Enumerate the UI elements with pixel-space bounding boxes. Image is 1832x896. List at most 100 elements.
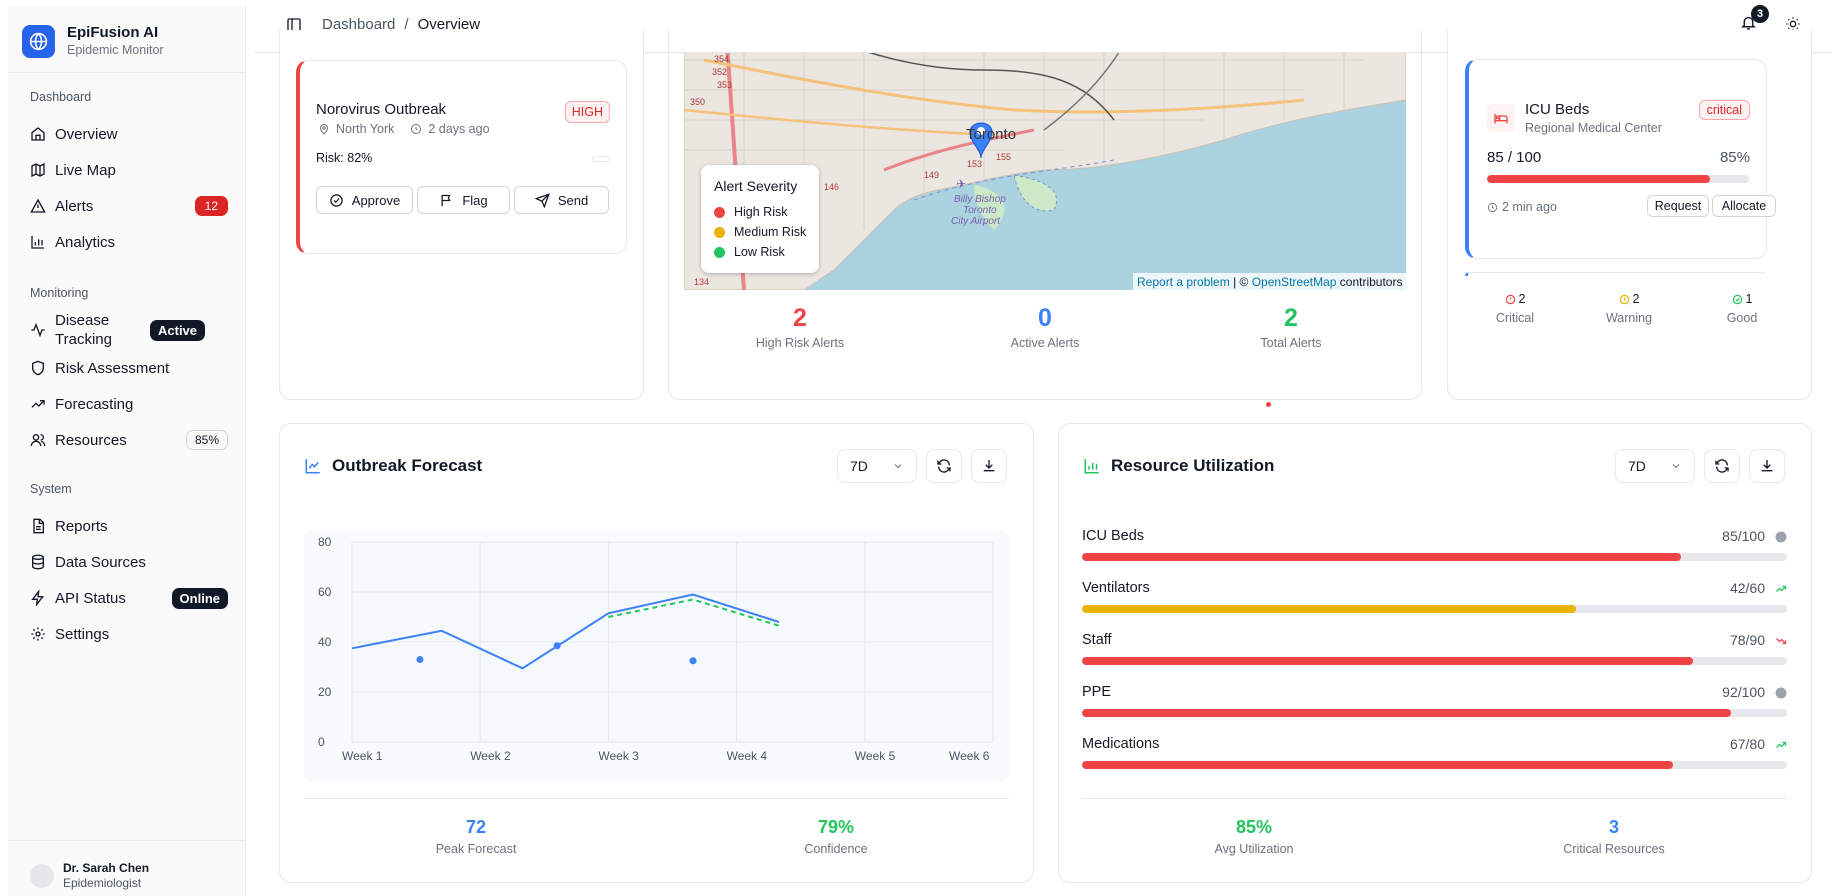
forecast-header: Outbreak Forecast (304, 456, 482, 476)
sidebar-item-label: Data Sources (55, 553, 146, 571)
resource-card[interactable]: ICU Beds Regional Medical Center critica… (1465, 59, 1776, 259)
allocate-button[interactable]: Allocate (1712, 195, 1776, 217)
alert-card[interactable]: Norovirus Outbreak HIGH North York 2 day… (296, 60, 627, 254)
bar-chart-icon (1084, 459, 1099, 474)
confidence-stat: 79% Confidence (804, 817, 868, 856)
shield-icon (32, 360, 44, 376)
legend-title: Alert Severity (714, 178, 798, 194)
gear-icon (31, 627, 45, 641)
map-road-label: 134 (694, 277, 709, 287)
sidebar-item-label: Reports (55, 517, 108, 535)
sidebar-item-disease-tracking[interactable]: Disease Tracking Active (22, 310, 234, 350)
sidebar-item-label: Live Map (55, 161, 116, 179)
bed-icon (1487, 104, 1515, 132)
critical-resources-stat: 3 Critical Resources (1563, 817, 1665, 856)
forecast-refresh-button[interactable] (926, 449, 962, 483)
resource-progress-fill (1487, 175, 1710, 183)
home-icon (31, 127, 45, 141)
users-icon (30, 434, 46, 447)
map-road-label: 146 (824, 182, 839, 192)
forecast-download-button[interactable] (971, 449, 1007, 483)
refresh-icon (937, 459, 951, 473)
alert-title: Norovirus Outbreak (316, 101, 447, 118)
breadcrumb-root[interactable]: Dashboard (322, 16, 396, 33)
map-airport-label: Billy Bishop (954, 194, 1006, 205)
sidebar-item-label: Settings (55, 625, 110, 643)
alert-location: North York (336, 122, 395, 136)
sidebar-item-analytics[interactable]: Analytics (22, 225, 234, 259)
legend-dot (714, 226, 725, 238)
indicator-dot (1266, 402, 1271, 407)
brand-subtitle: Epidemic Monitor (67, 43, 164, 57)
sidebar-item-label: Alerts (55, 197, 94, 215)
sidebar-item-label: Risk Assessment (55, 359, 170, 377)
utilization-refresh-button[interactable] (1704, 449, 1740, 483)
resources-badge: 85% (185, 430, 228, 450)
map-legend: Alert Severity High Risk Medium Risk Low… (701, 165, 819, 273)
summary-critical: 2 Critical (1495, 292, 1535, 325)
divider (1082, 798, 1787, 799)
trend-flat-icon (1775, 531, 1787, 543)
utilization-download-button[interactable] (1749, 449, 1785, 483)
brand[interactable]: EpiFusion AI Epidemic Monitor (22, 24, 164, 58)
clock-icon (1487, 202, 1498, 212)
breadcrumb: Dashboard / Overview (322, 16, 480, 33)
sidebar-item-data-sources[interactable]: Data Sources (22, 545, 234, 579)
y-tick-label: 40 (318, 635, 332, 649)
user-profile[interactable]: Dr. Sarah Chen Epidemiologist (30, 861, 149, 891)
sun-icon[interactable] (1785, 16, 1801, 32)
sidebar-item-overview[interactable]: Overview (22, 117, 234, 151)
notifications-button[interactable]: 3 (1740, 5, 1769, 31)
sidebar-item-alerts[interactable]: Alerts 12 (22, 189, 234, 223)
utilization-range-select[interactable]: 7D (1615, 449, 1695, 483)
report-problem-link[interactable]: Report a problem (1137, 275, 1230, 289)
forecast-range-select[interactable]: 7D (837, 449, 917, 483)
stat-high-risk: 2 High Risk Alerts (755, 304, 845, 350)
peak-forecast-stat: 72 Peak Forecast (435, 817, 517, 856)
brand-name: EpiFusion AI (67, 24, 159, 41)
send-button[interactable]: Send (514, 186, 609, 214)
utilization-panel (1058, 423, 1812, 883)
sidebar-item-forecasting[interactable]: Forecasting (22, 387, 234, 421)
resource-count: 85 / 100 (1487, 149, 1542, 166)
utilization-title: Resource Utilization (1111, 456, 1275, 475)
sidebar-item-label: Resources (55, 431, 127, 449)
data-point (689, 657, 697, 665)
airplane-icon: ✈ (956, 177, 966, 191)
y-tick-label: 0 (318, 735, 325, 749)
sidebar-item-api-status[interactable]: API Status Online (22, 581, 234, 615)
map-airport-label: Toronto (963, 205, 997, 216)
chevron-down-icon (894, 464, 902, 469)
sidebar-item-reports[interactable]: Reports (22, 509, 234, 543)
refresh-icon (1715, 459, 1729, 473)
download-icon (1761, 460, 1773, 472)
sidebar-item-risk-assessment[interactable]: Risk Assessment (22, 351, 234, 385)
user-role: Epidemiologist (63, 876, 142, 890)
sidebar-item-live-map[interactable]: Live Map (22, 153, 234, 187)
resource-title: ICU Beds (1525, 101, 1590, 118)
sidebar-item-resources[interactable]: Resources 85% (22, 423, 234, 457)
user-name: Dr. Sarah Chen (63, 861, 150, 875)
legend-item: High Risk (714, 205, 788, 219)
map-panel (668, 30, 1422, 400)
legend-item: Medium Risk (714, 225, 806, 239)
resource-progress (1487, 175, 1749, 183)
divider (8, 72, 246, 73)
stat-active: 0 Active Alerts (1010, 304, 1080, 350)
request-button[interactable]: Request (1647, 195, 1709, 217)
alert-circle-icon (1505, 294, 1515, 304)
flag-button[interactable]: Flag (417, 186, 510, 214)
sidebar-item-label: API Status (55, 589, 126, 607)
alerts-count-badge: 12 (194, 196, 228, 216)
approve-button[interactable]: Approve (316, 186, 413, 214)
sidebar-item-settings[interactable]: Settings (22, 617, 234, 651)
map-pin-icon (319, 124, 329, 135)
api-status-badge: Online (171, 587, 228, 609)
osm-link[interactable]: OpenStreetMap (1251, 275, 1337, 289)
data-point (553, 642, 561, 650)
map-icon (31, 162, 45, 178)
file-text-icon (33, 518, 44, 534)
approve-label: Approve (351, 192, 401, 208)
resource-percent: 85% (1719, 149, 1750, 166)
chevron-down-icon (1672, 464, 1680, 469)
